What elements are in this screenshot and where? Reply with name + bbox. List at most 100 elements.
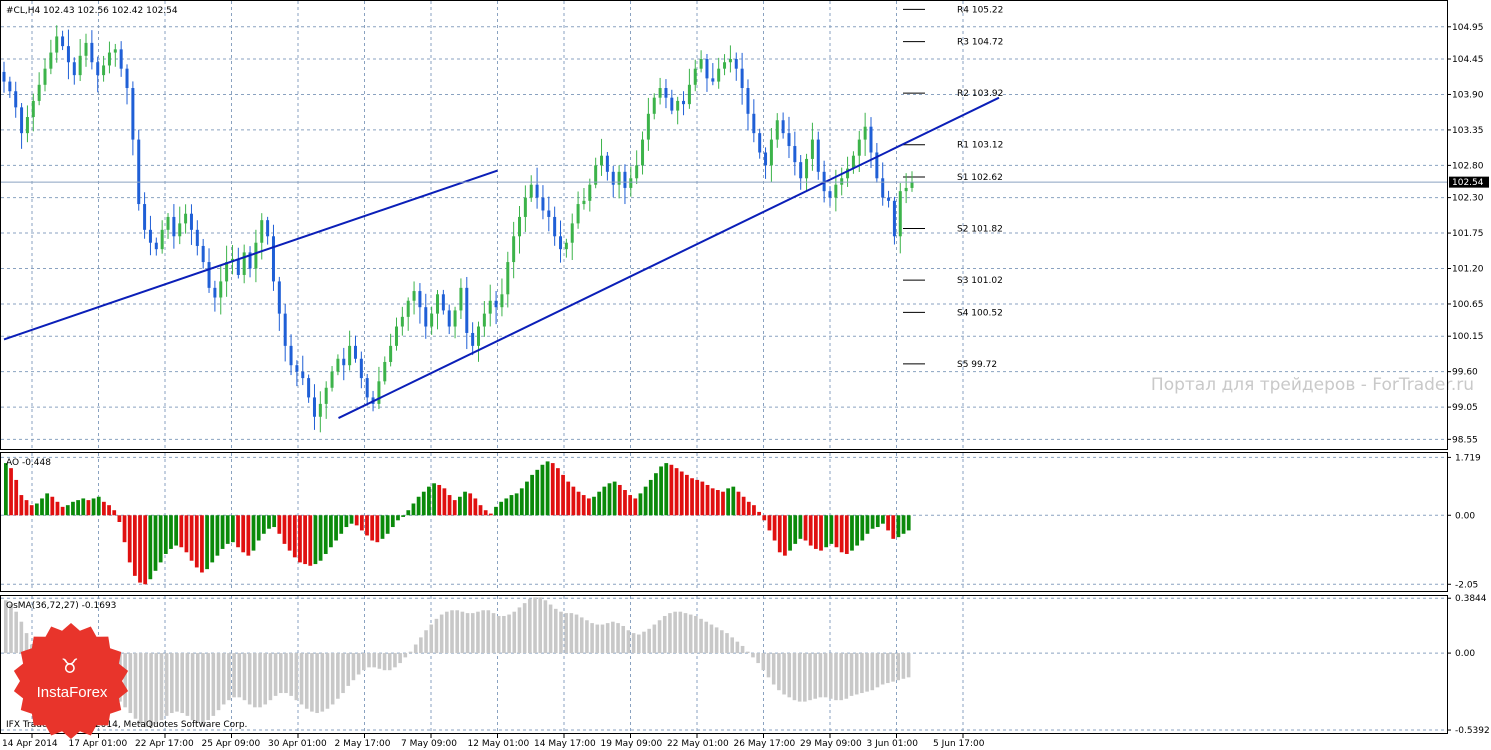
candle-body xyxy=(816,139,820,172)
osma-bar xyxy=(652,624,657,654)
osma-bar xyxy=(159,653,164,721)
ao-bar xyxy=(323,515,328,554)
ao-bar xyxy=(158,515,163,563)
osma-bar xyxy=(854,653,859,695)
watermark: Портал для трейдеров - ForTrader.ru xyxy=(1151,375,1474,395)
osma-bar xyxy=(382,653,387,671)
candle-body xyxy=(260,220,264,243)
candle-body xyxy=(553,216,557,237)
candle-body xyxy=(207,262,211,288)
pivot-levels: R4 105.22 R3 104.72 R2 103.92 R1 103.12 S1 1… xyxy=(903,5,1003,370)
osma-bar xyxy=(906,653,911,678)
osma-bar xyxy=(512,611,517,654)
candle-body xyxy=(576,204,580,224)
ao-bar xyxy=(808,515,813,546)
candle-body xyxy=(289,345,293,366)
ao-histogram xyxy=(4,461,911,585)
ao-bar xyxy=(236,515,240,548)
ao-bar xyxy=(442,488,447,516)
candle-body xyxy=(137,139,141,205)
candle-body xyxy=(394,326,398,346)
candle-body xyxy=(189,213,193,230)
osma-bar xyxy=(377,653,382,669)
ao-bar xyxy=(705,484,710,516)
osma-bar xyxy=(445,611,449,654)
osma-bar xyxy=(362,653,366,671)
osma-bar xyxy=(585,620,589,654)
candle-body xyxy=(312,397,316,417)
ao-bar xyxy=(514,493,519,516)
ao-bar xyxy=(169,515,173,549)
copyright-text: IFX Trader, © 2001-2014, MetaQuotes Soft… xyxy=(6,720,247,730)
ao-bar xyxy=(375,515,380,543)
ao-bar xyxy=(803,515,808,541)
price-candles xyxy=(2,25,914,433)
ao-bar xyxy=(313,515,318,565)
ao-bar xyxy=(380,515,385,539)
osma-bar xyxy=(465,613,470,654)
pivot-label: R2 103.92 xyxy=(957,89,1003,99)
candle-body xyxy=(2,71,6,82)
candle-body xyxy=(711,78,715,82)
price-tick-label: 103.90 xyxy=(1452,90,1484,100)
ao-bar xyxy=(200,515,204,573)
price-tick-label: 102.30 xyxy=(1452,194,1484,204)
ao-bar xyxy=(96,496,101,516)
osma-bar xyxy=(144,653,148,728)
ao-bar xyxy=(757,511,761,516)
candle-body xyxy=(676,100,680,111)
candle-body xyxy=(295,365,299,372)
osma-bar xyxy=(828,653,833,699)
ao-bar xyxy=(674,468,679,516)
candle-body xyxy=(904,187,908,192)
ao-bar xyxy=(850,515,854,551)
osma-bar xyxy=(211,653,216,716)
ao-bar xyxy=(45,493,50,516)
osma-bar xyxy=(559,611,563,654)
osma-bar xyxy=(367,653,371,668)
osma-bar xyxy=(683,613,688,654)
candle-body xyxy=(529,184,533,198)
osma-bar xyxy=(216,653,221,711)
ao-bar xyxy=(896,515,901,538)
osma-bar xyxy=(870,653,875,691)
ao-bar xyxy=(695,479,700,516)
osma-bar xyxy=(387,653,392,671)
candle-body xyxy=(418,291,422,308)
trend-line xyxy=(3,169,498,341)
candle-body xyxy=(646,113,650,140)
ao-bar xyxy=(241,515,246,553)
ao-bar xyxy=(581,495,586,516)
ao-bar xyxy=(654,473,658,516)
candle-body xyxy=(61,36,65,47)
osma-bar xyxy=(678,611,683,654)
osma-bar xyxy=(725,633,729,654)
candle-body xyxy=(49,52,53,69)
candle-body xyxy=(693,68,697,85)
osma-bar xyxy=(434,618,439,654)
ao-bar xyxy=(607,483,612,516)
osma-bar xyxy=(751,653,755,658)
candle-body xyxy=(699,59,703,69)
osma-tick-label: -0.5392 xyxy=(1455,726,1490,736)
ao-bar xyxy=(163,515,168,554)
candle-body xyxy=(377,381,381,404)
osma-bar xyxy=(455,610,459,654)
ao-bar xyxy=(901,515,906,534)
ao-bar xyxy=(659,466,663,516)
osma-bar xyxy=(170,653,174,714)
osma-bar xyxy=(268,653,273,701)
candle-body xyxy=(494,300,498,308)
osma-bar xyxy=(273,653,278,696)
osma-bar xyxy=(569,613,574,654)
time-axis: 14 Apr 2014 17 Apr 01:00 22 Apr 17:00 25 Ap… xyxy=(2,734,985,749)
time-tick-label: 7 May 09:00 xyxy=(401,739,457,749)
ao-bar xyxy=(318,515,323,561)
candle-body xyxy=(330,371,334,388)
candle-body xyxy=(898,191,902,237)
osma-bar xyxy=(730,637,734,654)
ao-bar xyxy=(102,501,106,516)
ao-bar xyxy=(112,510,117,516)
candle-body xyxy=(892,200,896,237)
